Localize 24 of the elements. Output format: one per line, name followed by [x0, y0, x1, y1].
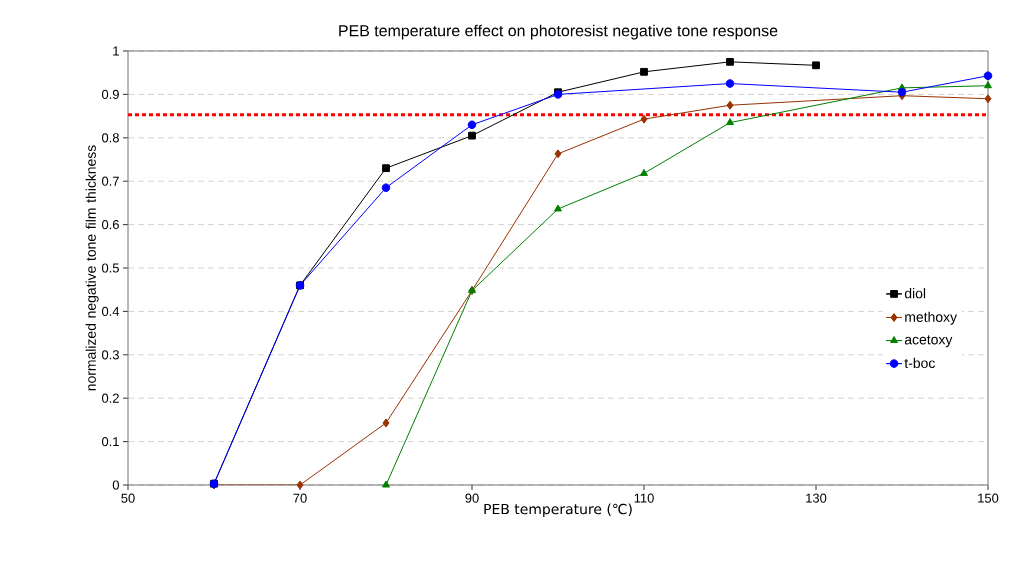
x-tick-label: 150 — [978, 493, 999, 503]
y-tick-label: 0.5 — [101, 263, 119, 273]
y-tick-label: 0.7 — [101, 176, 119, 186]
x-axis-title: PEB temperature (℃) — [484, 503, 632, 518]
legend-label: t-boc — [904, 357, 935, 369]
x-tick-label: 130 — [806, 493, 827, 503]
y-tick-label: 1 — [113, 46, 119, 56]
x-tick-label: 110 — [634, 493, 654, 503]
y-tick-label: 0.3 — [101, 350, 119, 360]
y-tick-label: 0.6 — [101, 220, 119, 230]
x-tick-label: 50 — [121, 493, 135, 503]
y-tick-label: 0.1 — [101, 437, 119, 447]
y-tick-label: 0 — [112, 480, 119, 490]
chart-title: PEB temperature effect on photoresist negative tone response — [339, 24, 778, 40]
y-tick-label: 0.2 — [101, 393, 119, 403]
y-tick-label: 0.4 — [101, 306, 120, 316]
legend-label: acetoxy — [904, 335, 953, 348]
x-tick-label: 90 — [465, 493, 479, 503]
y-tick-label: 0.9 — [101, 89, 119, 99]
legend-label: diol — [904, 288, 926, 299]
legend-label: methoxy — [905, 311, 957, 325]
y-axis-title: normalized negative tone film thickness — [85, 145, 99, 391]
x-tick-label: 70 — [293, 493, 307, 503]
y-tick-label: 0.8 — [101, 133, 119, 143]
